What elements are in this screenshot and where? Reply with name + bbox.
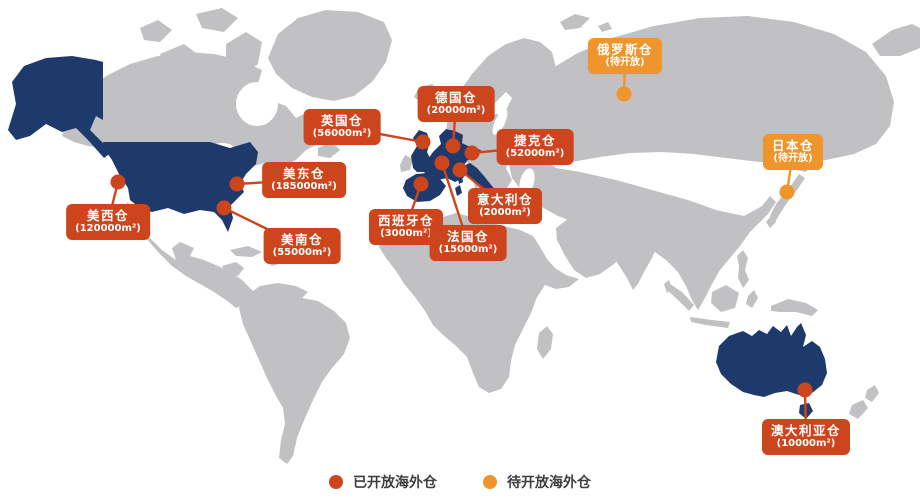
madagascar (537, 326, 553, 359)
warehouse-size: (120000m²) (75, 223, 141, 234)
kamchatka (840, 92, 862, 156)
warehouse-label-uk: 英国仓 (56000m²) (303, 109, 381, 145)
greenland (268, 10, 392, 101)
warehouse-name: 西班牙仓 (377, 213, 435, 228)
sulawesi (746, 290, 758, 308)
legend: 已开放海外仓 待开放海外仓 (0, 472, 920, 492)
warehouse-label-japan: 日本仓 (待开放) (762, 134, 824, 170)
legend-item-open: 已开放海外仓 (329, 472, 437, 492)
warehouse-name: 日本仓 (771, 138, 815, 153)
warehouse-dot-germany (445, 138, 461, 154)
arctic-islands (140, 8, 262, 98)
new-zealand (849, 385, 879, 419)
warehouse-size: (52000m²) (505, 148, 565, 159)
open-warehouse-dot-icon (329, 475, 343, 489)
ireland (400, 155, 413, 172)
yucatan (222, 262, 244, 276)
warehouse-size: (20000m²) (426, 105, 486, 116)
warehouse-label-germany: 德国仓 (20000m²) (417, 86, 495, 122)
warehouse-name: 美南仓 (280, 232, 324, 247)
pending-warehouse-dot-icon (483, 475, 497, 489)
warehouse-dot-france (434, 155, 450, 171)
warehouse-dot-italy (452, 162, 468, 178)
warehouse-dot-us-east (229, 176, 245, 192)
warehouse-dot-spain (413, 176, 429, 192)
warehouse-label-australia: 澳大利亚仓 (10000m²) (761, 419, 851, 455)
warehouse-label-us-east: 美东仓 (185000m²) (262, 162, 346, 198)
warehouse-size: (185000m²) (271, 181, 337, 192)
warehouse-label-russia: 俄罗斯仓 (待开放) (587, 38, 663, 74)
arabia (556, 212, 630, 278)
warehouse-dot-japan (779, 184, 795, 200)
warehouse-size: (2000m²) (479, 207, 531, 218)
alaska (8, 56, 112, 158)
hudson-bay (236, 82, 278, 126)
warehouse-name: 俄罗斯仓 (596, 42, 654, 57)
legend-label-pending: 待开放海外仓 (507, 475, 591, 491)
warehouse-dot-uk (415, 134, 431, 150)
baltic-sea (492, 109, 508, 135)
philippines (737, 250, 749, 288)
warehouse-size: (待开放) (605, 57, 645, 68)
warehouse-dot-us-south (216, 200, 232, 216)
japan-kyushu (766, 216, 776, 228)
mexico-central-america (124, 202, 263, 310)
warehouse-size: (55000m²) (272, 247, 332, 258)
canada (62, 52, 330, 166)
warehouse-size: (10000m²) (776, 438, 836, 449)
warehouse-dot-australia (797, 382, 813, 398)
australia (716, 323, 827, 397)
warehouse-dot-czech (464, 145, 480, 161)
warehouse-label-italy: 意大利仓 (2000m²) (467, 188, 543, 224)
warehouse-name: 澳大利亚仓 (770, 423, 842, 438)
warehouse-label-us-south: 美南仓 (55000m²) (263, 228, 341, 264)
warehouse-size: (15000m²) (438, 244, 498, 255)
newfoundland (318, 142, 340, 158)
warehouse-label-us-west: 美西仓 (120000m²) (66, 204, 150, 240)
chukotka (872, 24, 920, 56)
warehouse-name: 法国仓 (446, 229, 490, 244)
warehouse-name: 德国仓 (434, 90, 478, 105)
warehouse-size: (待开放) (773, 153, 813, 164)
warehouse-size: (3000m²) (380, 228, 432, 239)
warehouse-name: 意大利仓 (476, 192, 534, 207)
java (690, 317, 730, 328)
warehouse-label-france: 法国仓 (15000m²) (429, 225, 507, 261)
warehouse-label-czech: 捷克仓 (52000m²) (496, 129, 574, 165)
warehouse-name: 美西仓 (86, 208, 130, 223)
warehouse-name: 捷克仓 (513, 133, 557, 148)
warehouse-size: (56000m²) (312, 128, 372, 139)
south-america (239, 283, 350, 464)
warehouse-name: 英国仓 (320, 113, 364, 128)
warehouse-dot-russia (616, 86, 632, 102)
warehouse-dot-us-west (110, 174, 126, 190)
warehouse-name: 美东仓 (282, 166, 326, 181)
svalbard (560, 14, 612, 32)
sumatra (666, 284, 694, 311)
africa (379, 213, 579, 393)
new-guinea (771, 299, 818, 316)
borneo (711, 285, 739, 312)
legend-item-pending: 待开放海外仓 (483, 472, 591, 492)
corsica (458, 176, 463, 184)
sardinia (455, 185, 462, 196)
legend-label-open: 已开放海外仓 (353, 475, 437, 491)
